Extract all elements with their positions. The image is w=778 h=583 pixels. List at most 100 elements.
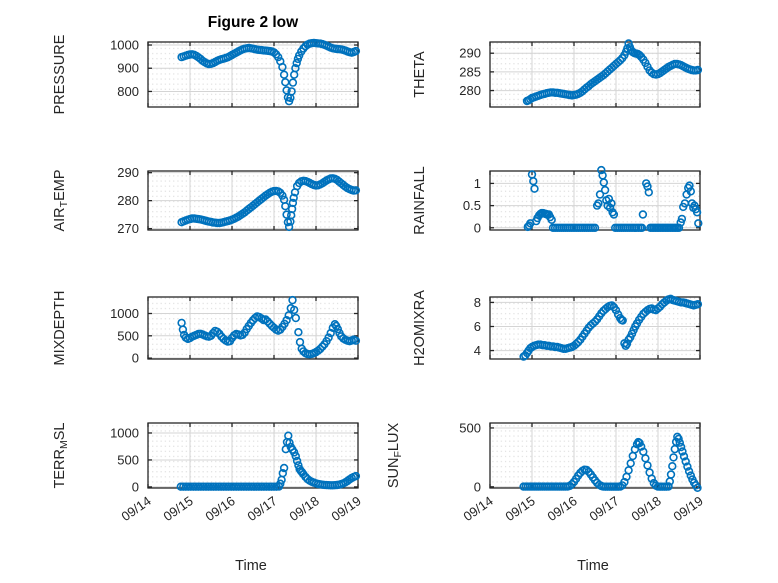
data-point (597, 165, 606, 175)
data-point (294, 328, 303, 337)
y-axis-label-subscript: M (58, 440, 70, 449)
data-point (638, 210, 648, 219)
minor-grid (148, 423, 358, 488)
x-tick-label: 09/18 (628, 493, 663, 524)
data-point (288, 295, 297, 305)
data-point (291, 63, 300, 73)
data-point (669, 453, 678, 462)
data-point (686, 471, 695, 480)
y-tick-label: 285 (459, 64, 481, 79)
data-point (278, 469, 287, 478)
y-tick-label: 500 (117, 452, 139, 467)
y-tick-label: 0.5 (463, 198, 481, 213)
data-point (290, 305, 299, 315)
data-point (288, 78, 298, 87)
data-point (674, 223, 684, 233)
y-tick-label: 800 (117, 84, 139, 99)
y-axis-label-text: SUN (386, 458, 402, 489)
data-point (263, 317, 272, 326)
y-axis-label-pressure: PRESSURE (52, 34, 68, 114)
data-point (611, 306, 621, 315)
data-point (664, 482, 673, 491)
data-point (622, 339, 632, 349)
y-axis-label-subscript: F (392, 451, 404, 457)
y-tick-label: 0 (132, 479, 139, 494)
data-point (291, 313, 300, 323)
y-tick-label: 6 (474, 319, 481, 334)
data-point (289, 193, 298, 203)
data-point (316, 344, 325, 354)
subplot-theta: 280 285 290 THETA (412, 39, 703, 108)
data-point (647, 474, 656, 483)
data-point (618, 316, 627, 325)
y-tick-label: 1 (474, 176, 481, 191)
data-point (674, 434, 683, 443)
data-point (594, 199, 603, 208)
x-tick-label: 09/14 (460, 493, 495, 524)
data-points (177, 174, 361, 232)
x-axis-label-right: Time (577, 558, 609, 574)
subplot-mixdepth: 0 500 1000 MIXDEPTH (52, 291, 361, 366)
y-tick-label: 290 (117, 165, 139, 180)
data-point (637, 223, 647, 233)
data-point (694, 219, 703, 228)
x-tick-label: 09/16 (544, 493, 579, 524)
data-points (522, 39, 703, 106)
subplot-terr_msl: 0 500 1000 09/14 09/15 09/16 09/17 09/18 09/19 TE… (52, 422, 364, 524)
data-point (681, 457, 690, 466)
y-tick-label: 500 (117, 328, 139, 343)
x-tick-label: 09/19 (670, 493, 705, 524)
data-point (679, 452, 689, 461)
data-point (684, 467, 694, 476)
data-point (571, 339, 581, 349)
data-point (590, 223, 600, 233)
data-point (693, 300, 703, 309)
y-tick-label: 500 (459, 420, 481, 435)
data-point (276, 479, 285, 488)
y-tick-label: 280 (459, 83, 481, 98)
data-point (178, 325, 188, 334)
data-point (644, 188, 653, 197)
y-axis-label-text: LUX (386, 423, 402, 452)
x-axis-label-left: Time (235, 558, 267, 574)
data-point (282, 210, 291, 219)
data-point (666, 470, 676, 479)
data-point (675, 438, 684, 447)
data-point (278, 191, 287, 200)
subplot-rainfall: 0 0.5 1 RAINFALL (412, 165, 703, 235)
data-point (567, 480, 577, 489)
data-point (238, 330, 247, 340)
axes-box (147, 41, 359, 108)
minor-grid (490, 42, 700, 107)
data-point (284, 311, 293, 320)
y-tick-label: 8 (474, 295, 481, 310)
data-point (653, 304, 663, 313)
data-points (519, 432, 702, 492)
y-axis-label-mixdepth: MIXDEPTH (52, 291, 68, 366)
y-tick-label: 270 (117, 221, 139, 236)
data-point (213, 327, 222, 336)
x-tick-label: 09/14 (118, 493, 153, 524)
data-point (609, 210, 619, 219)
subplot-pressure: 800 900 1000 PRESSURE (52, 34, 361, 114)
x-tick-label: 09/19 (328, 493, 363, 524)
data-point (683, 462, 692, 471)
axes-box (489, 296, 701, 360)
data-point (692, 208, 702, 217)
data-points (176, 431, 361, 491)
y-axis-label-text: H2OMIXRA (412, 290, 428, 366)
data-point (676, 442, 686, 452)
data-point (262, 482, 271, 491)
data-point (292, 58, 301, 68)
x-tick-label: 09/17 (244, 493, 279, 524)
data-point (588, 319, 598, 328)
x-tick-label: 09/16 (202, 493, 237, 524)
data-point (641, 454, 650, 463)
data-point (284, 222, 294, 232)
axes-box (489, 422, 701, 489)
x-tick-label: 09/18 (286, 493, 321, 524)
y-axis-label-rainfall: RAINFALL (412, 166, 428, 235)
data-point (693, 65, 703, 75)
y-axis-label-text: THETA (412, 51, 428, 98)
